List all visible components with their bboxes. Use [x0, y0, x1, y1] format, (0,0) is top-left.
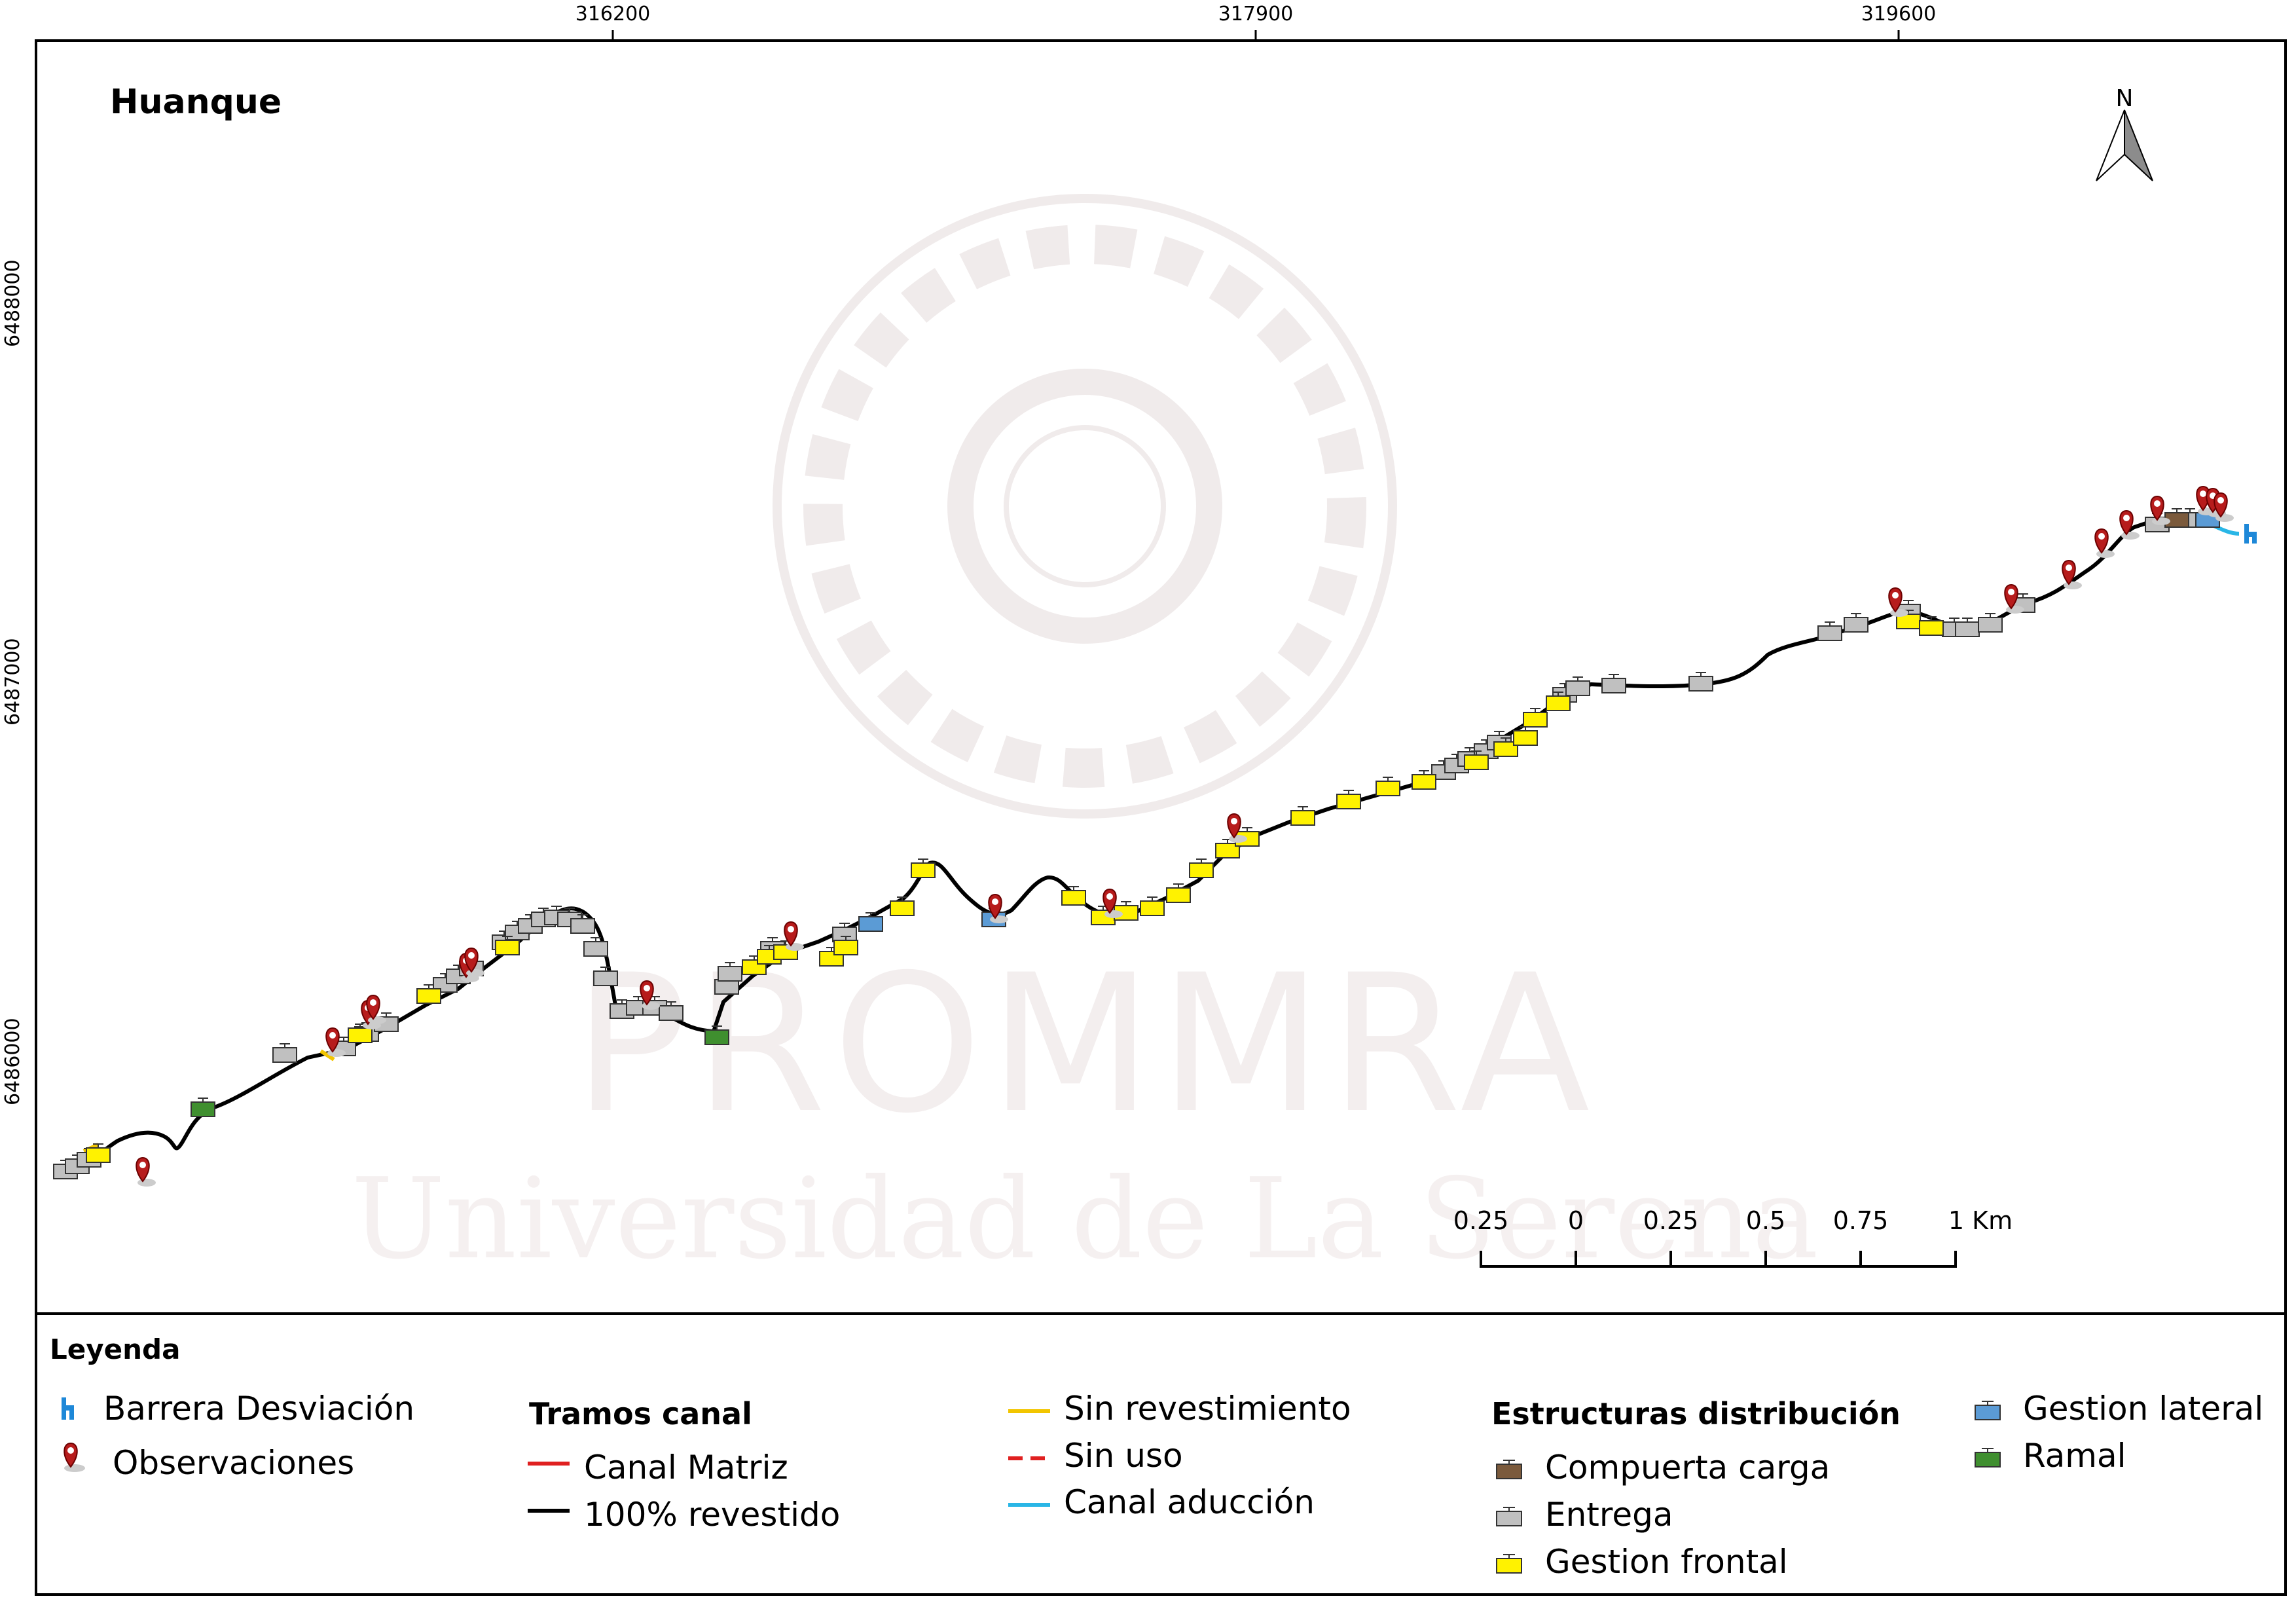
map-legend-divider — [35, 1312, 2287, 1315]
legend-swatch-gestion-frontal — [1496, 1554, 1522, 1574]
scale-label: 0.5 — [1745, 1206, 1786, 1235]
legend-swatch-compuerta-carga — [1496, 1460, 1522, 1479]
legend-swatch-canal-aduccion — [1008, 1503, 1050, 1507]
legend-gestion-frontal: Gestion frontal — [1545, 1543, 1788, 1581]
observation-markers — [136, 486, 2234, 1187]
structures-entrega — [53, 508, 2202, 1179]
legend-swatch-entrega — [1496, 1507, 1522, 1526]
barrier-icon — [62, 1397, 74, 1420]
north-arrow-icon: N — [2096, 85, 2153, 181]
legend-title: Leyenda — [50, 1333, 181, 1365]
legend-ramal: Ramal — [2023, 1437, 2126, 1475]
legend-swatch-sin-uso — [1008, 1456, 1050, 1460]
scale-bar — [1480, 1251, 1957, 1268]
legend-canal-aduccion: Canal aducción — [1064, 1483, 1315, 1521]
legend-swatch-gestion-lateral — [1975, 1401, 2001, 1420]
x-tick: 319600 — [1861, 3, 1937, 26]
x-tick-marks — [611, 30, 1900, 39]
map-pin-icon — [64, 1442, 85, 1472]
barrera-desviacion-marker — [2244, 524, 2257, 544]
legend-compuerta-carga: Compuerta carga — [1545, 1449, 1831, 1486]
map-frame — [35, 39, 2287, 1596]
scale-label: 0.25 — [1643, 1206, 1699, 1235]
scale-label: 0.75 — [1832, 1206, 1889, 1235]
scale-label: 0.25 — [1453, 1206, 1509, 1235]
x-tick: 316200 — [575, 3, 651, 26]
legend-swatch-sin-revestimiento — [1008, 1409, 1050, 1413]
north-label: N — [2116, 85, 2134, 112]
legend-swatch-canal-matriz — [528, 1462, 570, 1466]
sin-revestimiento-segment — [319, 1049, 335, 1061]
legend-canal-matriz: Canal Matriz — [584, 1449, 788, 1486]
legend-observaciones: Observaciones — [113, 1444, 355, 1482]
watermark-seal-icon — [773, 194, 1397, 819]
legend-sin-revestimiento: Sin revestimiento — [1064, 1390, 1351, 1428]
legend-100-revestido: 100% revestido — [584, 1496, 841, 1534]
legend-tramos-heading: Tramos canal — [529, 1396, 752, 1431]
structures-compuerta-carga — [2164, 508, 2189, 528]
legend-swatch-100-revestido — [528, 1509, 570, 1513]
map-title: Huanque — [110, 83, 282, 122]
scale-label: 0 — [1567, 1206, 1584, 1235]
structures-gestion-frontal — [86, 610, 1944, 1163]
legend-entrega: Entrega — [1545, 1496, 1673, 1534]
legend-gestion-lateral: Gestion lateral — [2023, 1390, 2264, 1428]
structures-ramal — [191, 1025, 729, 1117]
canal-route — [58, 515, 2202, 1174]
x-tick: 317900 — [1218, 3, 1294, 26]
legend-sin-uso: Sin uso — [1064, 1437, 1183, 1475]
watermark-line2: Universidad de La Serena — [351, 1154, 1818, 1284]
legend-estructuras-heading: Estructuras distribución — [1491, 1396, 1901, 1431]
legend-swatch-ramal — [1975, 1448, 2001, 1467]
legend-barrera-desviacion: Barrera Desviación — [103, 1390, 415, 1428]
scale-label: 1 Km — [1948, 1206, 2013, 1235]
canal-map — [53, 486, 2257, 1187]
